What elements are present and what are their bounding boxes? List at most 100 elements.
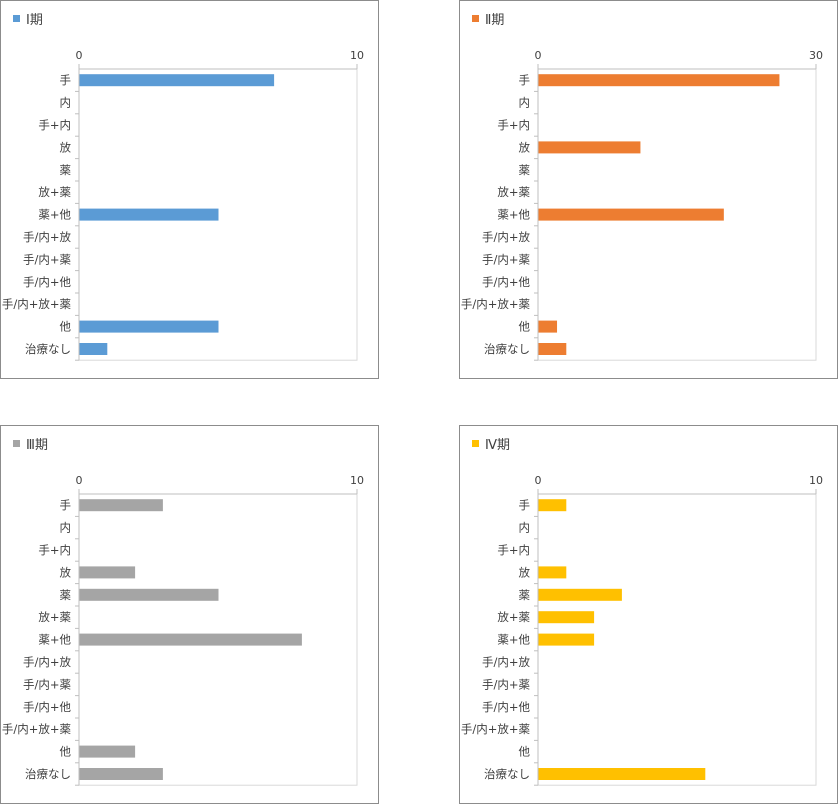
- category-label: 治療なし: [25, 767, 71, 781]
- legend-swatch: [13, 440, 20, 447]
- bar: [538, 208, 724, 221]
- category-label: 内: [60, 96, 72, 110]
- category-label: 手: [60, 73, 72, 87]
- category-label: 手+内: [497, 118, 530, 132]
- category-label: 手/内+放+薬: [2, 297, 72, 311]
- bar: [538, 768, 706, 780]
- category-label: 手/内+他: [23, 275, 72, 289]
- bar-chart-svg: 0 10 手内手+内放薬放+薬薬+他手/内+放手/内+薬手/内+他手/内+放+薬他治…: [2, 474, 364, 786]
- category-label: 手: [519, 73, 531, 87]
- bar: [79, 74, 275, 87]
- category-label: 他: [60, 745, 72, 759]
- category-label: 他: [519, 745, 531, 759]
- x-tick-label: 0: [535, 49, 542, 62]
- bar: [79, 745, 136, 758]
- legend: Ⅲ期: [13, 434, 48, 453]
- category-label: 放: [60, 565, 72, 579]
- category-label: 内: [519, 521, 531, 535]
- category-label: 薬+他: [497, 633, 530, 647]
- bar: [538, 320, 558, 333]
- category-label: 手/内+放+薬: [461, 297, 531, 311]
- legend-label: Ⅳ期: [485, 438, 510, 453]
- legend-swatch: [472, 15, 479, 22]
- category-label: 放+薬: [497, 185, 530, 199]
- bar: [538, 343, 567, 355]
- legend-label: Ⅱ期: [485, 13, 505, 28]
- category-label: 手+内: [38, 543, 71, 557]
- x-tick-label: 10: [350, 49, 364, 62]
- category-label: 他: [519, 320, 531, 334]
- x-tick-label: 0: [535, 474, 542, 487]
- category-label: 手/内+放: [23, 655, 72, 669]
- category-label: 手+内: [497, 543, 530, 557]
- category-label: 薬: [60, 163, 72, 177]
- bar: [79, 588, 219, 601]
- chart-panel-stage-2: Ⅱ期 0 30 手内手+内放薬放+薬 薬+他 手/内+放 手/内+薬 手/内+他 手/内+放+…: [459, 0, 838, 379]
- category-label: 放: [60, 140, 72, 154]
- x-tick-label: 10: [350, 474, 364, 487]
- bar: [538, 611, 595, 624]
- category-label: 放: [519, 140, 531, 154]
- category-label: 放+薬: [38, 610, 71, 624]
- bar: [538, 499, 567, 512]
- bar-chart-svg: 0 10 手内手+内放薬放+薬薬+他手/内+放手/内+薬手/内+他手/内+放+薬他治…: [461, 474, 823, 786]
- bar-chart-svg: 0 10 手内手+内放薬放+薬薬+他手/内+放手/内+薬手/内+他手/内+放+薬他治…: [2, 49, 364, 361]
- category-label: 治療なし: [484, 767, 530, 781]
- bar: [79, 343, 108, 355]
- category-label: 他: [60, 320, 72, 334]
- category-label: 手/内+放: [482, 655, 531, 669]
- category-label: 手: [519, 498, 531, 512]
- bar-chart-svg: 0 30 手内手+内放薬放+薬薬+他手/内+放手/内+薬手/内+他手/内+放+薬他治…: [461, 49, 823, 361]
- category-label: 手/内+薬: [23, 252, 72, 266]
- category-label: 手/内+薬: [482, 252, 531, 266]
- category-label: 手/内+放+薬: [2, 722, 72, 736]
- category-label: 内: [519, 96, 531, 110]
- chart-panel-stage-1: Ⅰ期 0 10 手内手+内放薬放+薬薬+他手/内+放手/内+薬手/内+他手/内+放+…: [0, 0, 379, 379]
- category-label: 手/内+放: [482, 230, 531, 244]
- x-tick-label: 0: [76, 474, 83, 487]
- bar: [79, 499, 163, 512]
- legend-swatch: [13, 15, 20, 22]
- category-label: 手/内+薬: [23, 677, 72, 691]
- legend: Ⅳ期: [472, 434, 510, 453]
- category-label: 薬+他: [38, 208, 71, 222]
- category-label: 放: [519, 565, 531, 579]
- bar: [79, 320, 219, 333]
- bar: [79, 633, 302, 646]
- legend-label: Ⅲ期: [26, 438, 48, 453]
- category-label: 手/内+他: [482, 700, 531, 714]
- category-label: 放+薬: [38, 185, 71, 199]
- category-label: 薬+他: [38, 633, 71, 647]
- chart-panel-stage-3: Ⅲ期 0 10 手内手+内放薬放+薬薬+他手/内+放手/内+薬手/内+他手/内+放+…: [0, 425, 379, 804]
- category-label: 手/内+薬: [482, 677, 531, 691]
- bar: [79, 768, 163, 780]
- legend-swatch: [472, 440, 479, 447]
- category-label: 内: [60, 521, 72, 535]
- x-tick-label: 0: [76, 49, 83, 62]
- bar: [79, 566, 136, 579]
- bar: [538, 633, 595, 646]
- category-label: 手/内+放+薬: [461, 722, 531, 736]
- legend: Ⅱ期: [472, 9, 504, 28]
- category-label: 放+薬: [497, 610, 530, 624]
- bar: [538, 588, 622, 601]
- category-label: 治療なし: [484, 342, 530, 356]
- category-label: 手/内+他: [23, 700, 72, 714]
- category-label: 薬: [519, 588, 531, 602]
- category-label: 手/内+他: [482, 275, 531, 289]
- category-label: 手+内: [38, 118, 71, 132]
- bar: [538, 141, 641, 154]
- category-label: 手/内+放: [23, 230, 72, 244]
- x-tick-label: 10: [809, 474, 823, 487]
- bar: [79, 208, 219, 221]
- legend: Ⅰ期: [13, 9, 43, 28]
- category-label: 手: [60, 498, 72, 512]
- x-tick-label: 30: [809, 49, 823, 62]
- category-label: 治療なし: [25, 342, 71, 356]
- category-label: 薬: [60, 588, 72, 602]
- bar: [538, 566, 567, 579]
- chart-panel-stage-4: Ⅳ期 0 10 手内手+内放薬放+薬薬+他手/内+放手/内+薬手/内+他手/内+放+…: [459, 425, 838, 804]
- legend-label: Ⅰ期: [26, 13, 43, 28]
- category-label: 薬: [519, 163, 531, 177]
- bar: [538, 74, 780, 87]
